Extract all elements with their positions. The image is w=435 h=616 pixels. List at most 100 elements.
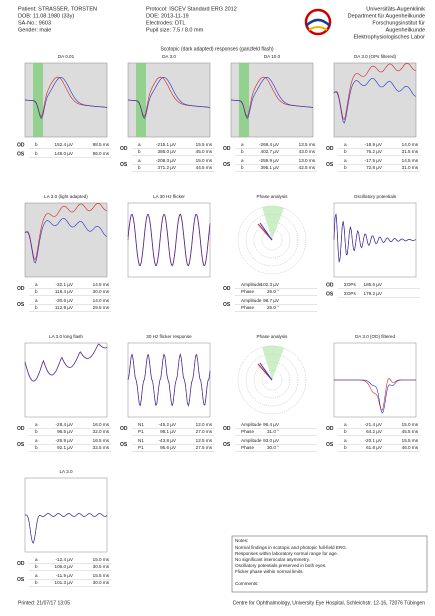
table-cell: 64.2 µV [366, 429, 383, 434]
table-cell: Amplitude [241, 298, 262, 303]
table-cell: -43.8 µV [159, 438, 177, 443]
trace-os [24, 343, 108, 382]
table-cell: 45.5 ms [402, 429, 419, 434]
eye-label: OS [326, 291, 334, 297]
table-cell: b [344, 149, 347, 154]
notes-line: Flicker phase within normal limits. [235, 569, 304, 574]
table-cell: 42.5 ms [299, 165, 316, 170]
table-cell: 61.8 µV [366, 445, 383, 450]
table-cell: 92.1 µV [57, 445, 74, 450]
panel-title: DA 3.0 (OD) filtered [355, 334, 396, 339]
panel-title: Oscillatory potentials [354, 194, 397, 199]
table-cell: 95.6 µV [160, 445, 177, 450]
eye-label: OS [120, 442, 128, 448]
panel-title: DA 10.0 [264, 54, 281, 59]
patient-info: DOB: 11.08.1980 (33y) [18, 13, 74, 19]
polar-ring [237, 205, 307, 275]
table-cell: 96.4 µV [263, 422, 280, 427]
eye-label: OD [223, 286, 231, 292]
trace-os [127, 76, 211, 120]
table-cell: 26.0 ° [267, 289, 279, 294]
table-cell: 13.5 ms [299, 142, 316, 147]
eye-label: OS [120, 162, 128, 168]
eye-label: OD [223, 146, 231, 152]
table-cell: a [344, 158, 347, 163]
table-cell: 46.0 ms [402, 445, 419, 450]
panel-title: LA 3.0 [59, 469, 72, 474]
trace-od [333, 62, 416, 121]
plot-area [333, 62, 417, 138]
table-cell: 15.5 ms [93, 573, 110, 578]
table-cell: a [35, 422, 38, 427]
table-cell: -21.4 µV [365, 422, 383, 427]
table-cell: -45.2 µV [159, 422, 177, 427]
table-cell: 98.1 µV [160, 429, 177, 434]
table-cell: b [138, 165, 141, 170]
table-cell: 76.2 µV [366, 149, 383, 154]
institution: Augenheilkunde [386, 27, 425, 33]
table-cell: b [344, 445, 347, 450]
notes-line: Responses within laboratory normal range… [235, 551, 338, 556]
patient-info: Patient: STRASSER, TORSTEN [18, 6, 97, 12]
table-cell: 16.0 ms [93, 422, 110, 427]
panel-title: DA 0.01 [58, 54, 75, 59]
table-cell: N1 [138, 422, 144, 427]
patient-info: Gender: male [18, 27, 51, 33]
table-cell: 88.5 ms [93, 142, 110, 147]
logo [304, 8, 332, 36]
table-cell: 32.5 ms [93, 445, 110, 450]
panel-title: LA 30 Hz flicker [153, 194, 185, 199]
trace-os [334, 379, 416, 414]
table-cell: b [35, 445, 38, 450]
table-cell: 15.0 ms [196, 158, 213, 163]
printed: Printed: 21/07/17 13:05 [18, 600, 70, 606]
table-cell: 185.6 µV [364, 282, 383, 287]
table-cell: 27.5 ms [196, 445, 213, 450]
eye-label: OD [17, 142, 25, 148]
table-cell: Phase [241, 305, 254, 310]
table-cell: b [35, 564, 38, 569]
institution: Universitäts-Augenklinik [366, 6, 425, 12]
table-cell: a [35, 438, 38, 443]
table-cell: 30.5 ms [93, 564, 110, 569]
trace-os [333, 78, 417, 124]
panel-title: Phase analysis [257, 194, 289, 199]
window [239, 63, 249, 137]
patient-info: SA-No.: 9603 [18, 20, 51, 26]
table-cell: P1 [138, 445, 144, 450]
vector [259, 222, 273, 241]
table-cell: 179.2 µV [364, 291, 383, 296]
institution: Forschungsinstitut für [372, 20, 425, 26]
table-cell: 45.0 ms [196, 149, 213, 154]
eye-label: OD [120, 146, 128, 152]
table-cell: -208.3 µV [156, 158, 177, 163]
eye-label: OS [17, 302, 25, 308]
table-cell: 15.0 ms [93, 557, 110, 562]
table-cell: 30.0 ms [93, 289, 110, 294]
table-cell: a [35, 282, 38, 287]
comments: Comments: [235, 581, 259, 586]
table-cell: a [138, 142, 141, 147]
table-cell: 16.5 ms [93, 438, 110, 443]
table-cell: Phase [241, 289, 254, 294]
trace-od [24, 202, 107, 261]
table-cell: -26.9 µV [56, 438, 74, 443]
table-cell: Phase [241, 445, 254, 450]
table-cell: ΣOPs [344, 282, 356, 287]
table-cell: Amplitude [241, 438, 262, 443]
panel-title: LA 3.0 (light adapted) [44, 194, 88, 199]
table-cell: 15.5 ms [402, 438, 419, 443]
table-cell: -30.6 µV [56, 298, 74, 303]
eye-label: OD [17, 426, 25, 432]
table-cell: 14.5 ms [402, 158, 419, 163]
trace-os [127, 213, 211, 267]
banner: Scotopic (dark adapted) responses (ganzf… [160, 46, 273, 52]
eye-label: OD [223, 426, 231, 432]
table-cell: 32.0 ms [93, 429, 110, 434]
panel-title: DA 3.0 (OPs filtered) [354, 54, 397, 59]
polar-sector [262, 345, 284, 380]
table-cell: 13.0 ms [299, 158, 316, 163]
table-cell: 148.0 µV [55, 151, 74, 156]
address: Centre for Ophthalmology, University Eye… [233, 600, 426, 606]
table-cell: 101.3 µV [55, 580, 74, 585]
